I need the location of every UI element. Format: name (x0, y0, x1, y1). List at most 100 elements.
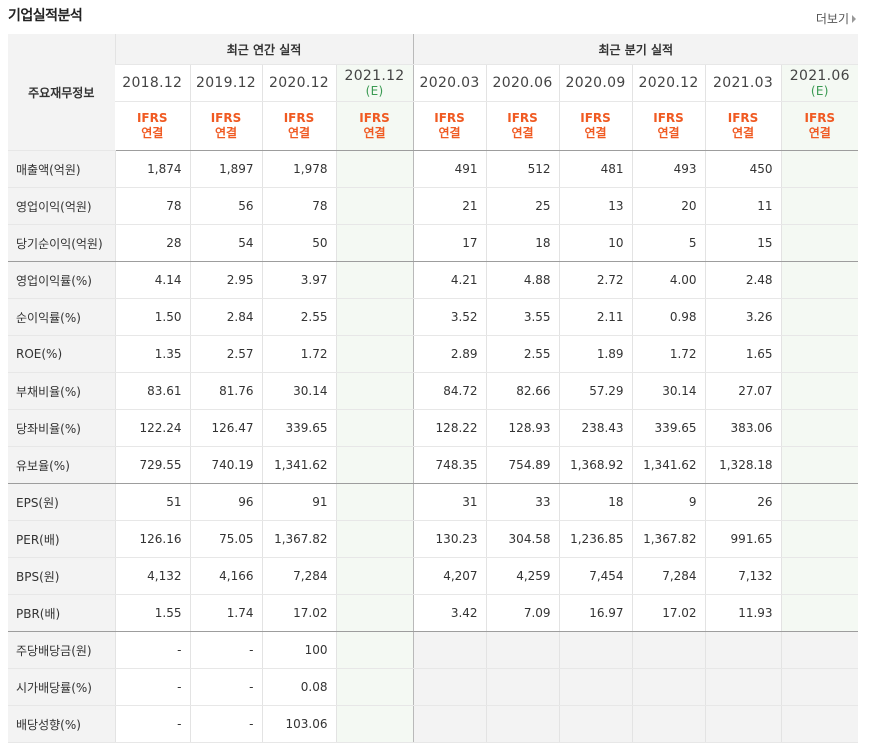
table-cell: 512 (485, 150, 560, 188)
table-cell: - (189, 705, 262, 743)
table-cell: 33 (485, 483, 560, 521)
consolidated-label: 연결 (732, 126, 755, 140)
table-cell: 2.11 (558, 298, 633, 336)
period-label: 2020.12 (269, 75, 329, 91)
table-cell: 729.55 (114, 446, 190, 484)
period-header: 2020.03 (412, 64, 487, 102)
table-cell: 1.89 (558, 335, 633, 373)
table-cell (780, 224, 859, 262)
table-cell: 1.35 (114, 335, 190, 373)
consolidated-label: 연결 (363, 126, 386, 140)
annual-group-header: 최근 연간 실적 (114, 34, 414, 65)
table-cell: 7.09 (485, 594, 560, 632)
table-cell: 383.06 (704, 409, 782, 447)
table-cell: 17.02 (261, 594, 336, 632)
table-cell: 740.19 (189, 446, 262, 484)
table-cell: 2.72 (558, 261, 633, 299)
row-label: 당기순이익(억원) (8, 224, 115, 262)
section-title: 기업실적분석 (8, 8, 83, 24)
table-cell: 16.97 (558, 594, 633, 632)
more-link[interactable]: 더보기 (816, 10, 856, 27)
table-cell: 75.05 (189, 520, 262, 558)
table-cell: 126.47 (189, 409, 262, 447)
table-cell: 2.95 (189, 261, 262, 299)
period-header: 2019.12 (189, 64, 262, 102)
financial-table: 주요재무정보 최근 연간 실적 최근 분기 실적 2018.12 2019.12 2… (8, 34, 859, 743)
table-cell: 754.89 (485, 446, 560, 484)
table-cell: 493 (631, 150, 706, 188)
period-label: 2020.03 (419, 75, 480, 91)
table-cell: 1,368.92 (558, 446, 633, 484)
table-cell: 84.72 (412, 372, 487, 410)
ifrs-label: IFRS (804, 111, 836, 125)
table-cell (412, 668, 487, 706)
table-cell (335, 409, 414, 447)
estimate-marker: (E) (365, 84, 384, 98)
table-cell: 1.50 (114, 298, 190, 336)
period-header: 2020.06 (485, 64, 560, 102)
table-cell: 1,341.62 (261, 446, 336, 484)
ifrs-label: IFRS (283, 111, 315, 125)
row-label: 매출액(억원) (8, 150, 115, 188)
table-cell: 1.72 (631, 335, 706, 373)
row-label: 영업이익률(%) (8, 261, 115, 299)
period-label: 2021.06 (789, 68, 850, 84)
table-topleft-header: 주요재무정보 (8, 34, 115, 151)
ifrs-header: IFRS 연결 (412, 101, 487, 151)
table-cell: 7,284 (631, 557, 706, 595)
table-cell (335, 631, 414, 669)
table-cell: 30.14 (261, 372, 336, 410)
table-cell: - (189, 631, 262, 669)
table-cell (335, 150, 414, 188)
table-cell: 3.97 (261, 261, 336, 299)
table-cell (558, 631, 633, 669)
table-cell (335, 187, 414, 225)
ifrs-label: IFRS (580, 111, 611, 125)
table-cell: 82.66 (485, 372, 560, 410)
table-cell (780, 150, 859, 188)
table-row: 부채비율(%) 83.61 81.76 30.14 84.72 82.66 57.29 30.… (8, 372, 859, 410)
period-header: 2018.12 (115, 64, 190, 102)
consolidated-label: 연결 (511, 126, 534, 140)
table-cell: 1,367.82 (631, 520, 706, 558)
ifrs-header: IFRS 연결 (558, 101, 633, 151)
row-label: 유보율(%) (8, 446, 115, 484)
table-cell (485, 668, 560, 706)
period-label: 2021.03 (713, 75, 774, 91)
ifrs-header: IFRS 연결 (261, 101, 336, 151)
table-cell: 1,367.82 (261, 520, 336, 558)
table-cell: 2.89 (412, 335, 487, 373)
table-cell: 91 (261, 483, 336, 521)
table-cell: 31 (412, 483, 487, 521)
table-cell (780, 594, 859, 632)
table-row: 시가배당률(%) - -0.08 (8, 668, 859, 706)
table-cell (335, 668, 414, 706)
ifrs-label: IFRS (136, 111, 168, 125)
ifrs-header: IFRS 연결 (704, 101, 782, 151)
table-cell: - (189, 668, 262, 706)
table-cell: 0.98 (631, 298, 706, 336)
table-cell (780, 520, 859, 558)
table-cell (335, 224, 414, 262)
period-label: 2020.12 (638, 75, 699, 91)
table-cell: 17 (412, 224, 487, 262)
table-cell (631, 705, 706, 743)
table-cell (335, 372, 414, 410)
consolidated-label: 연결 (657, 126, 680, 140)
table-cell: 1,897 (189, 150, 262, 188)
table-cell: 100 (261, 631, 336, 669)
period-label: 2019.12 (196, 75, 256, 91)
table-cell: 10 (558, 224, 633, 262)
table-cell (335, 261, 414, 299)
consolidated-label: 연결 (438, 126, 461, 140)
table-cell: 3.26 (704, 298, 782, 336)
table-row: 영업이익률(%) 4.14 2.95 3.97 4.21 4.88 2.72 4.00 2.48 (8, 261, 859, 299)
table-cell: 11.93 (704, 594, 782, 632)
period-label: 2020.06 (492, 75, 553, 91)
table-cell: 57.29 (558, 372, 633, 410)
table-cell (558, 668, 633, 706)
consolidated-label: 연결 (287, 126, 311, 140)
table-cell (335, 298, 414, 336)
table-cell: 3.52 (412, 298, 487, 336)
table-row: PER(배) 126.16 75.05 1,367.82 130.23 304.58 1,2… (8, 520, 859, 558)
